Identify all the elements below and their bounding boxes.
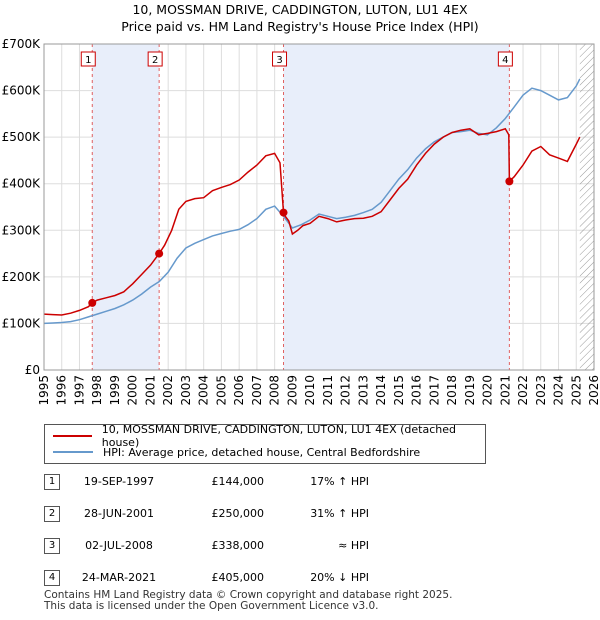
- y-tick-label: £300K: [2, 223, 42, 237]
- series-line-hpi: [43, 78, 581, 325]
- x-tick-label: 2021: [498, 375, 512, 406]
- x-tick-label: 2023: [534, 375, 548, 406]
- x-tick-label: 1996: [55, 375, 69, 406]
- txn-price: £250,000: [211, 507, 265, 520]
- x-tick-label: 2002: [161, 375, 175, 406]
- y-tick-label: £700K: [2, 37, 42, 51]
- txn-number-badge: 3: [44, 538, 60, 554]
- x-tick-label: 2009: [285, 375, 299, 406]
- plot-border: [43, 43, 595, 371]
- txn-date: 24-MAR-2021: [81, 571, 157, 584]
- footer-attribution: Contains HM Land Registry data © Crown c…: [44, 590, 452, 612]
- legend-swatch-property: [53, 435, 92, 437]
- txn-hpi-comparison: 17% ↑ HPI: [310, 475, 369, 488]
- x-tick-label: 2019: [463, 375, 477, 406]
- chart-title: 10, MOSSMAN DRIVE, CADDINGTON, LUTON, LU…: [132, 2, 468, 17]
- table-row: 3 02-JUL-2008 £338,000 ≈ HPI: [44, 538, 444, 556]
- x-tick-label: 2024: [552, 375, 566, 406]
- x-tick-label: 1999: [108, 375, 122, 406]
- x-tick-label: 2000: [126, 375, 140, 406]
- table-row: 4 24-MAR-2021 £405,000 20% ↓ HPI: [44, 570, 444, 588]
- transaction-label-box: [272, 51, 288, 67]
- legend-label-hpi: HPI: Average price, detached house, Cent…: [103, 445, 421, 459]
- txn-price: £405,000: [211, 571, 265, 584]
- legend-item-hpi: HPI: Average price, detached house, Cent…: [53, 444, 420, 460]
- chart-subtitle: Price paid vs. HM Land Registry's House …: [121, 19, 478, 34]
- x-tick-label: 2006: [232, 375, 246, 406]
- txn-date: 02-JUL-2008: [85, 539, 153, 552]
- x-tick-label: 2001: [143, 375, 157, 406]
- x-tick-label: 2003: [179, 375, 193, 406]
- x-tick-label: 2005: [214, 375, 228, 406]
- x-tick-label: 2007: [250, 375, 264, 406]
- x-tick-label: 2012: [339, 375, 353, 406]
- x-tick-label: 2025: [569, 375, 583, 406]
- transaction-marker: [88, 298, 97, 307]
- txn-price: £144,000: [211, 475, 265, 488]
- transaction-marker: [155, 249, 164, 258]
- x-tick-label: 1998: [90, 375, 104, 406]
- y-tick-label: £400K: [2, 177, 42, 191]
- txn-price: £338,000: [211, 539, 265, 552]
- x-tick-label: 2011: [321, 375, 335, 406]
- txn-date: 28-JUN-2001: [83, 507, 155, 520]
- y-tick-label: £600K: [2, 84, 42, 98]
- legend-label-property: 10, MOSSMAN DRIVE, CADDINGTON, LUTON, LU…: [101, 423, 457, 449]
- shade-period: [283, 44, 510, 370]
- x-tick-label: 1997: [72, 375, 86, 406]
- x-tick-label: 2022: [516, 375, 530, 406]
- txn-hpi-comparison: 20% ↓ HPI: [310, 571, 369, 584]
- x-tick-label: 2017: [427, 375, 441, 406]
- txn-date: 19-SEP-1997: [83, 475, 155, 488]
- forecast-hatch: [579, 44, 594, 370]
- x-tick-label: 2010: [303, 375, 317, 406]
- y-tick-label: £500K: [2, 130, 42, 144]
- x-tick-label: 2014: [374, 375, 388, 406]
- x-tick-label: 2020: [481, 375, 495, 406]
- transaction-label-box: [80, 51, 96, 67]
- transaction-label-box: [497, 51, 513, 67]
- transaction-label: 2: [152, 55, 158, 66]
- table-row: 1 19-SEP-1997 £144,000 17% ↑ HPI: [44, 474, 444, 492]
- transaction-label: 3: [276, 55, 282, 66]
- x-tick-label: 2004: [197, 375, 211, 406]
- table-row: 2 28-JUN-2001 £250,000 31% ↑ HPI: [44, 506, 444, 524]
- footer-line-licence: This data is licensed under the Open Gov…: [44, 600, 379, 612]
- txn-number-badge: 2: [44, 506, 60, 522]
- shade-period: [92, 44, 160, 370]
- x-tick-label: 1995: [37, 375, 51, 406]
- transaction-label: 1: [85, 55, 91, 66]
- transaction-marker: [279, 208, 288, 217]
- x-tick-label: 2016: [410, 375, 424, 406]
- txn-number-badge: 1: [44, 474, 60, 490]
- x-tick-label: 2026: [587, 375, 600, 406]
- series-line-property: [43, 127, 581, 316]
- y-tick-label: £0: [25, 363, 40, 377]
- txn-hpi-comparison: 31% ↑ HPI: [310, 507, 369, 520]
- x-tick-label: 2008: [268, 375, 282, 406]
- transaction-label-box: [147, 51, 163, 67]
- y-tick-label: £200K: [2, 270, 42, 284]
- y-tick-label: £100K: [2, 316, 42, 330]
- transaction-label: 4: [502, 55, 508, 66]
- legend: 10, MOSSMAN DRIVE, CADDINGTON, LUTON, LU…: [44, 423, 486, 464]
- legend-swatch-hpi: [53, 451, 93, 453]
- footer-line-copyright: Contains HM Land Registry data © Crown c…: [44, 589, 453, 601]
- txn-number-badge: 4: [44, 570, 60, 586]
- x-tick-label: 2018: [445, 375, 459, 406]
- x-tick-label: 2013: [356, 375, 370, 406]
- x-tick-label: 2015: [392, 375, 406, 406]
- transaction-marker: [505, 177, 514, 186]
- txn-hpi-comparison: ≈ HPI: [338, 539, 369, 552]
- legend-item-property: 10, MOSSMAN DRIVE, CADDINGTON, LUTON, LU…: [53, 423, 485, 449]
